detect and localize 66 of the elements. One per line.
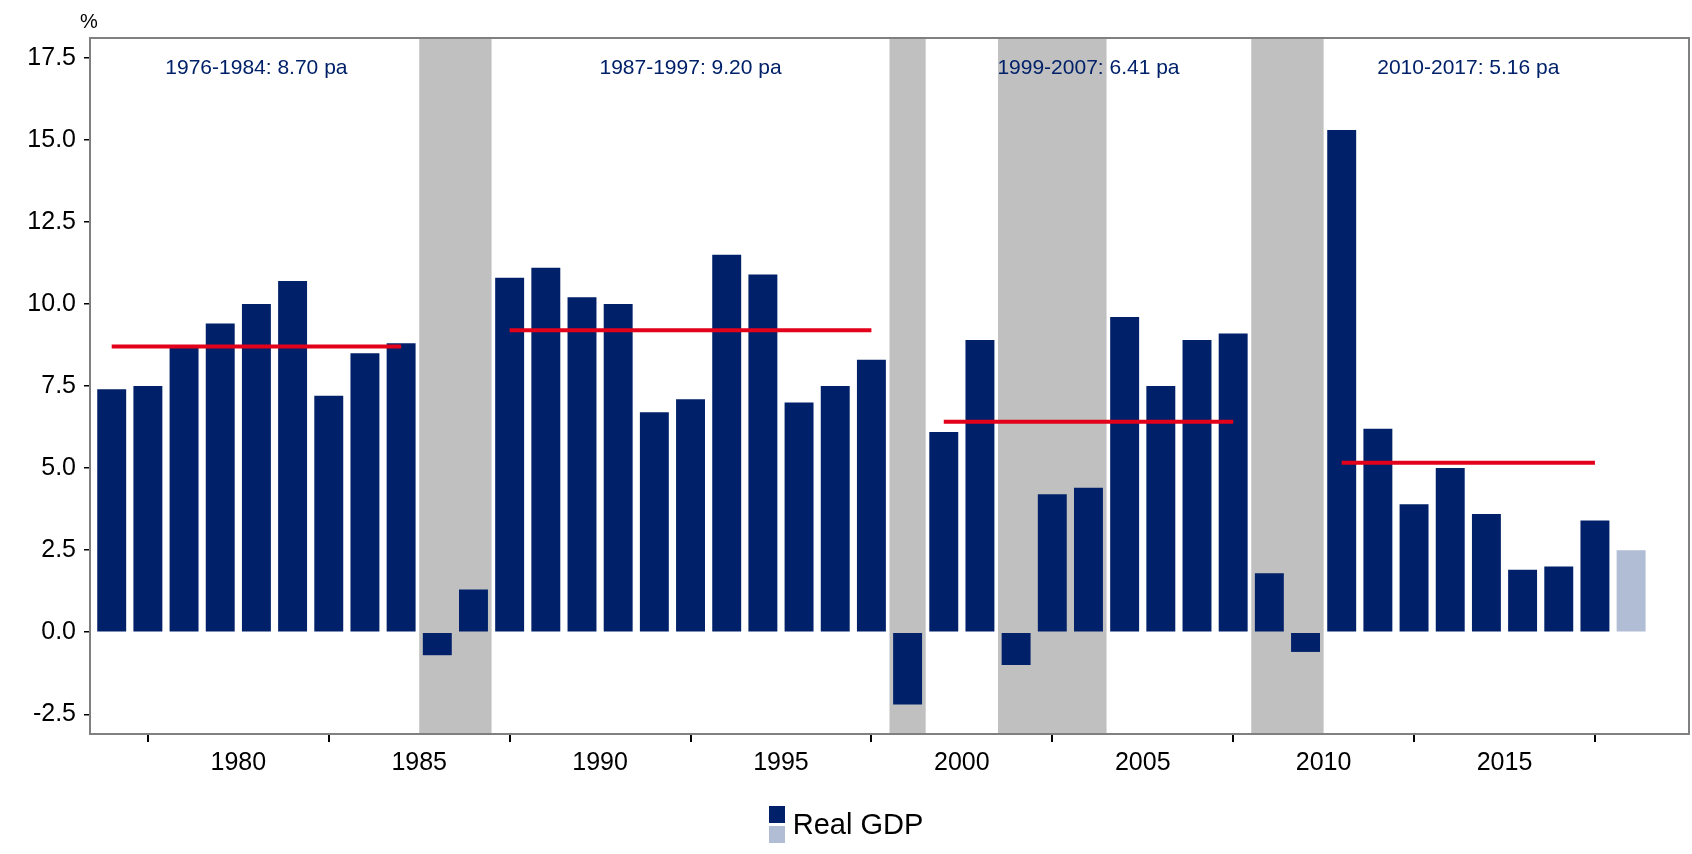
bar (603, 303, 633, 632)
x-tick-label: 1980 (210, 746, 267, 775)
annotation: 1987-1997: 9.20 pa (599, 54, 782, 78)
y-tick-label: 12.5 (27, 205, 76, 234)
bar (495, 277, 525, 632)
bar (676, 399, 705, 632)
bar (241, 303, 271, 632)
bar (1146, 386, 1176, 632)
bar (350, 353, 380, 632)
bar (784, 402, 814, 632)
bar (1110, 317, 1140, 632)
bar (1074, 487, 1103, 632)
annotation: 1976-1984: 8.70 pa (165, 54, 348, 78)
y-tick-label: 17.5 (27, 41, 76, 70)
bar (1291, 632, 1320, 652)
y-tick-label: 2.5 (41, 534, 76, 563)
bar (567, 297, 597, 632)
x-tick-label: 2005 (1114, 746, 1171, 775)
y-tick-label: 0.0 (41, 616, 76, 645)
bar (1544, 566, 1574, 632)
x-tick-label: 1990 (572, 746, 628, 775)
bar (1037, 494, 1067, 632)
legend-label: Real GDP (792, 807, 924, 841)
bar (459, 589, 488, 632)
bar (422, 632, 452, 656)
bar (748, 274, 778, 632)
bar (1508, 569, 1538, 632)
x-tick-label: 2000 (934, 746, 990, 775)
x-tick-label: 1995 (753, 746, 809, 775)
bar (965, 340, 995, 632)
bar (278, 280, 308, 632)
bar (639, 412, 669, 632)
bar (1363, 428, 1393, 632)
y-tick-label: 15.0 (27, 123, 76, 152)
bar (169, 346, 199, 632)
bar (856, 359, 886, 632)
bar (133, 386, 163, 632)
bar (1471, 514, 1501, 632)
bar (1182, 340, 1212, 632)
y-tick-label: 10.0 (27, 287, 76, 316)
annotation: 2010-2017: 5.16 pa (1377, 54, 1560, 78)
annotation: 1999-2007: 6.41 pa (997, 54, 1180, 78)
bar (1616, 550, 1646, 632)
bar (820, 386, 850, 632)
bar (712, 254, 742, 632)
y-axis-title: % (80, 9, 98, 32)
bar (1001, 632, 1031, 666)
y-tick-label: 5.0 (41, 451, 76, 480)
bar (929, 431, 959, 632)
x-tick-label: 1985 (391, 746, 448, 775)
bar (1580, 520, 1610, 632)
bar (893, 632, 923, 705)
bar (1435, 468, 1465, 632)
y-tick-label: -2.5 (32, 698, 76, 727)
bar (314, 395, 344, 632)
bar (97, 389, 127, 632)
x-tick-label: 2015 (1476, 746, 1533, 775)
bar (386, 343, 416, 632)
bar (1254, 573, 1284, 632)
x-tick-label: 2010 (1295, 746, 1352, 775)
y-tick-label: 7.5 (41, 369, 76, 398)
bar (205, 323, 235, 632)
bar (1218, 333, 1248, 632)
bar (1399, 504, 1429, 632)
bar (531, 267, 561, 632)
bar (1327, 129, 1357, 632)
